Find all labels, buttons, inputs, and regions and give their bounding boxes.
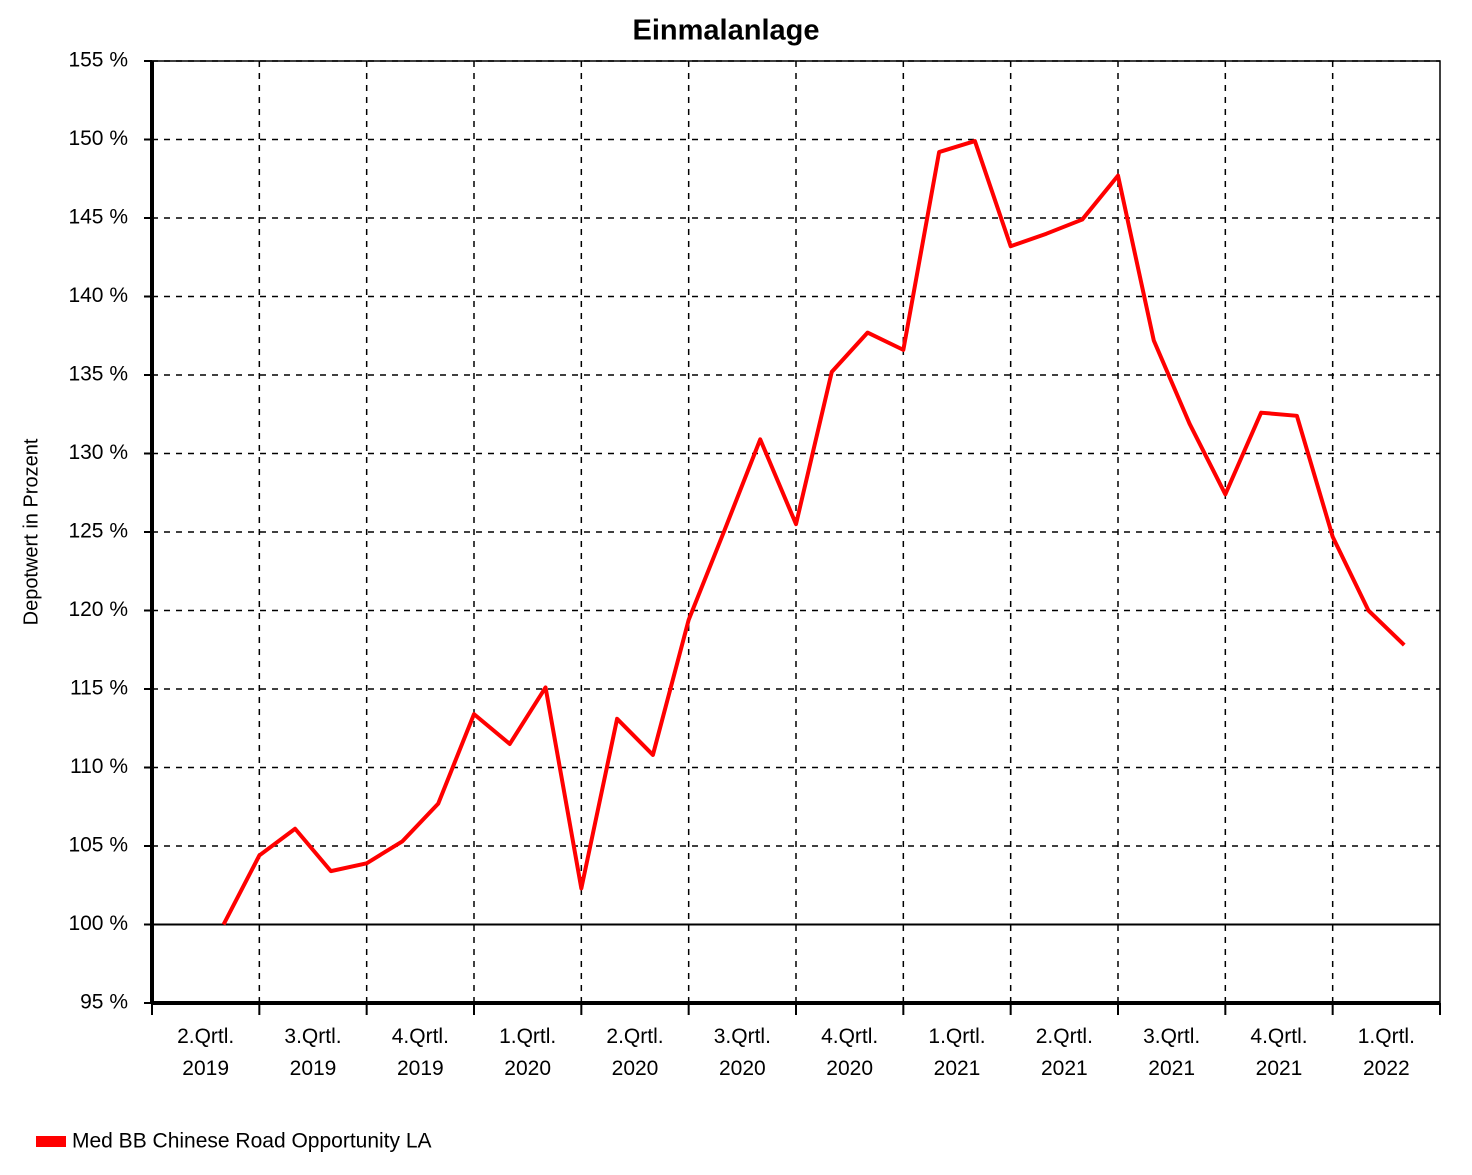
x-tick-label-line: 2021 [1148,1057,1195,1080]
x-tick-label-line: 4.Qrtl. [1250,1025,1307,1048]
y-axis-label: Depotwert in Prozent [20,438,42,625]
x-tick-label-line: 3.Qrtl. [714,1025,771,1048]
x-tick-label: 4.Qrtl. 2021 [1250,1025,1307,1080]
series-line [221,139,1406,926]
chart-title: Einmalanlage [633,15,820,47]
x-tick-label: 4.Qrtl. 2019 [392,1025,449,1080]
x-tick-label-line: 2020 [719,1057,766,1080]
y-tick-label: 125 % [68,520,128,543]
y-tick-label: 100 % [68,912,128,935]
x-tick-label: 4.Qrtl. 2020 [821,1025,878,1080]
x-tick-label-line: 2.Qrtl. [606,1025,663,1048]
x-tick-label: 1.Qrtl. 2020 [499,1025,556,1080]
x-tick-label-line: 2019 [182,1057,229,1080]
x-tick-label-line: 4.Qrtl. [392,1025,449,1048]
y-tick-label: 145 % [68,206,128,229]
y-tick-label: 115 % [70,677,128,700]
x-tick-label-line: 1.Qrtl. [499,1025,556,1048]
x-tick-label-line: 1.Qrtl. [1358,1025,1415,1048]
y-tick-label: 105 % [68,834,128,857]
y-tick-label: 140 % [68,284,128,307]
legend-swatch [36,1136,66,1147]
x-tick-label: 3.Qrtl. 2021 [1143,1025,1200,1080]
x-tick-label-line: 2020 [504,1057,551,1080]
x-tick-label: 2.Qrtl. 2021 [1036,1025,1093,1080]
y-tick-label: 130 % [68,441,128,464]
y-tick-label: 155 % [68,49,128,72]
x-tick-label-line: 3.Qrtl. [1143,1025,1200,1048]
x-tick-label: 2.Qrtl. 2020 [606,1025,663,1080]
x-tick-label-line: 2020 [612,1057,659,1080]
y-tick-label: 95 % [80,991,128,1014]
x-tick-label-line: 2.Qrtl. [177,1025,234,1048]
y-tick-label: 135 % [68,363,128,386]
y-tick-label: 110 % [70,755,128,778]
x-tick-label-line: 2020 [826,1057,873,1080]
x-tick-label: 2.Qrtl. 2019 [177,1025,234,1080]
x-tick-label-line: 2019 [290,1057,337,1080]
x-tick-label-line: 2019 [397,1057,444,1080]
x-tick-label-line: 2021 [1256,1057,1303,1080]
x-tick-label-line: 2.Qrtl. [1036,1025,1093,1048]
x-tick-label-line: 3.Qrtl. [284,1025,341,1048]
x-tick-label: 3.Qrtl. 2019 [284,1025,341,1080]
x-tick-label-line: 4.Qrtl. [821,1025,878,1048]
y-tick-label: 150 % [68,127,128,150]
y-tick-label: 120 % [68,598,128,621]
x-tick-label-line: 2021 [1041,1057,1088,1080]
x-tick-label-line: 1.Qrtl. [928,1025,985,1048]
x-tick-label: 1.Qrtl. 2021 [928,1025,985,1080]
x-tick-label: 1.Qrtl. 2022 [1358,1025,1415,1080]
legend-label: Med BB Chinese Road Opportunity LA [72,1130,432,1153]
x-tick-label: 3.Qrtl. 2020 [714,1025,771,1080]
x-tick-label-line: 2021 [934,1057,981,1080]
x-tick-label-line: 2022 [1363,1057,1410,1080]
